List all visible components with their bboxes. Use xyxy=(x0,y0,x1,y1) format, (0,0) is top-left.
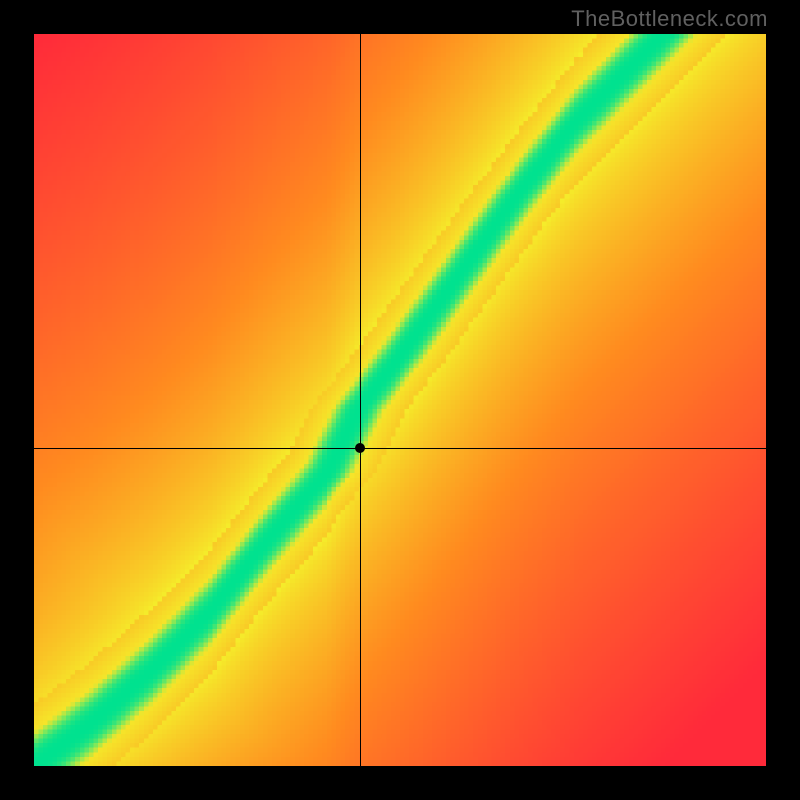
crosshair-horizontal xyxy=(34,448,766,449)
marker-dot xyxy=(355,443,365,453)
watermark-text: TheBottleneck.com xyxy=(571,6,768,32)
heatmap-canvas xyxy=(34,34,766,766)
crosshair-vertical xyxy=(360,34,361,766)
bottleneck-heatmap xyxy=(34,34,766,766)
